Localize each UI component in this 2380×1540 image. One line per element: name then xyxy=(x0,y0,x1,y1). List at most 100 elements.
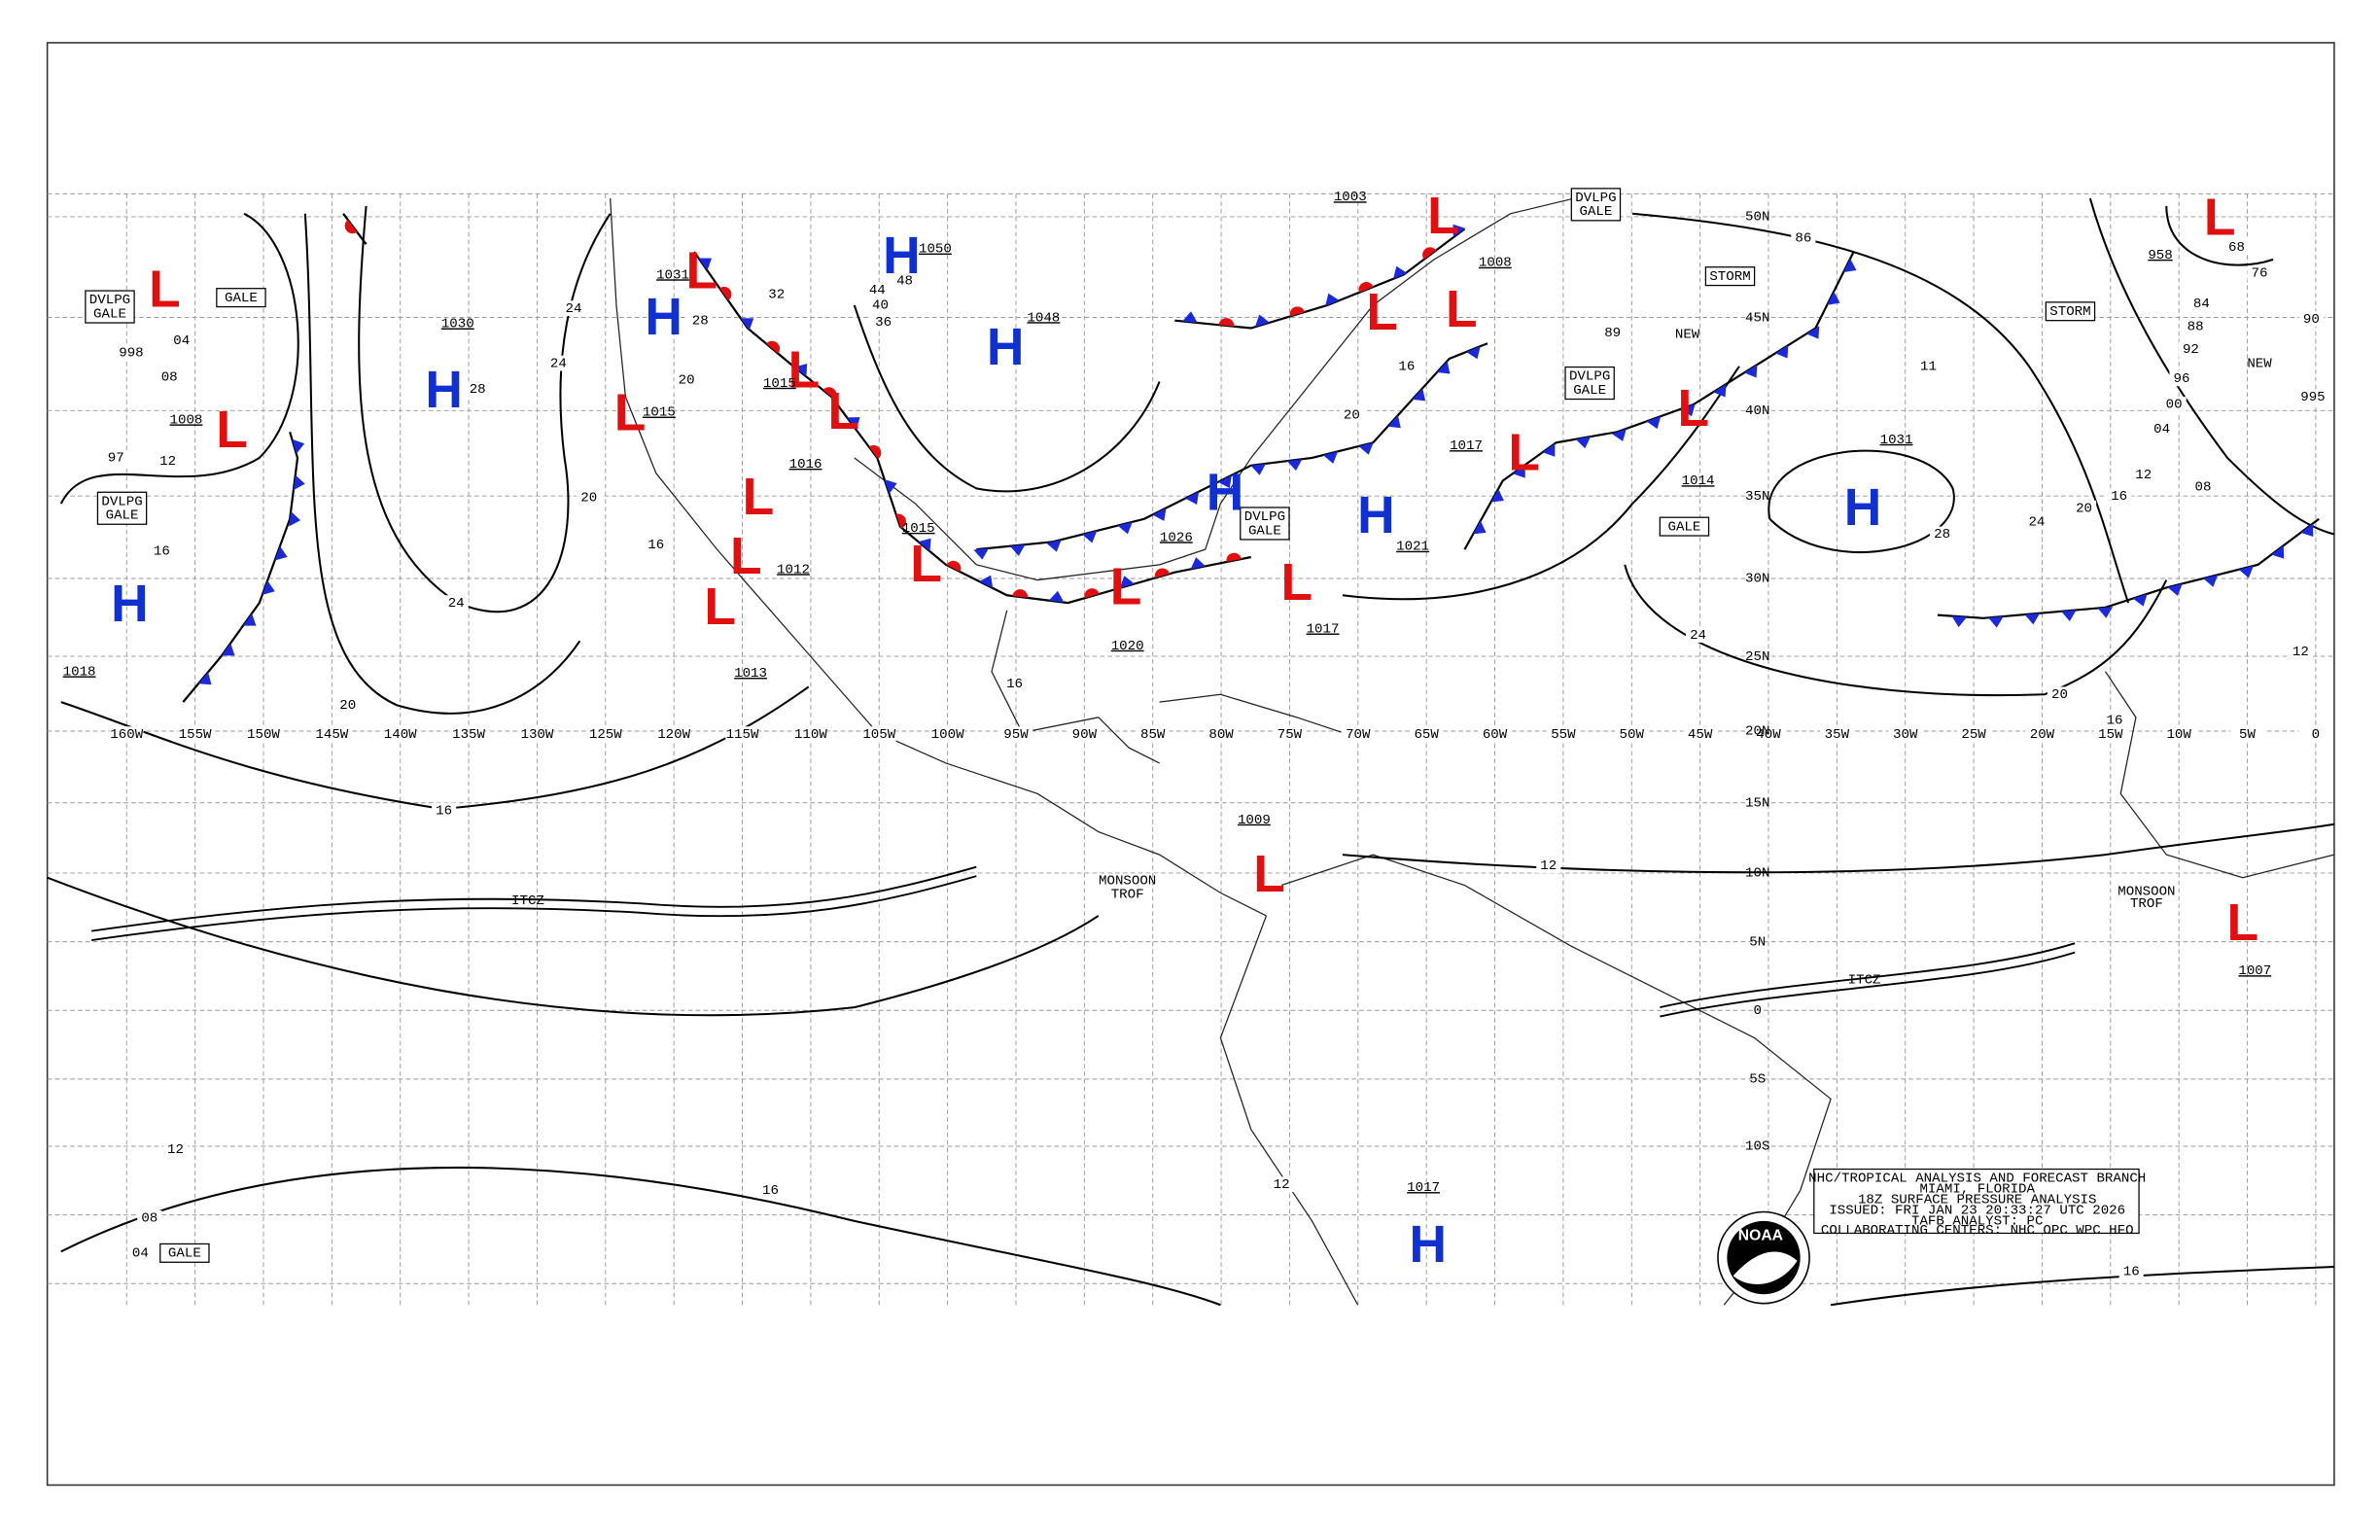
grid xyxy=(47,192,2334,1306)
cold-front-symbol xyxy=(794,363,808,377)
pressure-center: H xyxy=(1357,487,1395,544)
warning-box xyxy=(1570,188,1622,222)
title-line: NHC/TROPICAL ANALYSIS AND FORECAST BRANC… xyxy=(1808,1172,2146,1187)
cold-front-symbol xyxy=(1575,437,1592,449)
lon-label: 110W xyxy=(794,727,827,743)
center-pressure: 1015 xyxy=(643,405,676,421)
cold-front-symbol xyxy=(1466,346,1481,360)
isobar-label-bg xyxy=(2047,686,2073,703)
front-line xyxy=(1937,517,2320,619)
cold-front-symbol xyxy=(1152,508,1167,521)
lon-label-bg xyxy=(451,726,486,742)
isobar-label-bg xyxy=(156,453,181,469)
cold-front-symbol xyxy=(740,318,754,332)
center-pressure: 1014 xyxy=(1682,473,1715,489)
lon-label-bg xyxy=(109,726,144,742)
lon-label: 145W xyxy=(315,727,348,743)
cold-front-symbol xyxy=(274,545,288,561)
isobar-label: 16 xyxy=(648,538,664,553)
lon-label-bg xyxy=(2161,726,2196,742)
cold-front-symbol xyxy=(1646,416,1662,430)
cold-front-symbol xyxy=(1744,365,1758,378)
warning-box xyxy=(1564,366,1615,401)
isobar-label: 04 xyxy=(2153,422,2170,438)
warning-text: DVLPG xyxy=(1575,191,1616,206)
center-pressure: 1009 xyxy=(1238,813,1271,828)
lon-label: 45W xyxy=(1688,727,1713,743)
cold-front-symbol xyxy=(242,612,257,626)
lon-label: 55W xyxy=(1551,727,1576,743)
isobar-label-bg xyxy=(2288,644,2313,660)
cold-front-symbol xyxy=(1843,259,1857,273)
isobar-label-bg xyxy=(2190,478,2216,495)
cold-front-symbol xyxy=(2271,545,2285,559)
center-pressure: 1048 xyxy=(1027,310,1060,326)
cold-front-symbol xyxy=(1988,615,2004,628)
isobar-label: 16 xyxy=(1398,360,1415,375)
warning-text: DVLPG xyxy=(101,494,142,509)
isobar-label: 88 xyxy=(2188,320,2204,335)
isobar-label-bg xyxy=(157,368,182,385)
lon-label: 120W xyxy=(657,727,690,743)
lon-label: 40W xyxy=(1756,727,1781,743)
lon-label: 150W xyxy=(247,727,280,743)
cold-front-symbol xyxy=(979,575,994,589)
isobar-label: 16 xyxy=(762,1183,779,1199)
lon-label: 60W xyxy=(1483,727,1508,743)
isobar-label-bg xyxy=(149,542,174,559)
isobar-label: 86 xyxy=(1795,231,1811,247)
pressure-center: L xyxy=(743,469,775,526)
lat-label: 45N xyxy=(1745,310,1769,326)
isobar-label: 32 xyxy=(768,288,785,303)
cold-front-symbol xyxy=(1512,465,1525,478)
isobar-label-bg xyxy=(674,372,699,388)
isobar-label: 48 xyxy=(896,274,913,290)
lon-label: 50W xyxy=(1620,727,1645,743)
cold-front-symbol xyxy=(1452,224,1466,238)
lon-label-bg xyxy=(178,726,212,742)
pressure-center: L xyxy=(910,536,942,593)
pressure-center: L xyxy=(1253,846,1285,903)
lon-label: 20W xyxy=(2030,727,2055,743)
lon-label: 25W xyxy=(1961,727,1986,743)
center-pressure: 1031 xyxy=(1880,433,1913,448)
cold-front-symbol xyxy=(2061,610,2077,622)
isobar-label-bg xyxy=(2183,319,2208,334)
isobar-label-bg xyxy=(2169,370,2194,387)
warm-front-symbol xyxy=(822,387,837,401)
cold-front-symbol xyxy=(1286,459,1303,472)
lon-label-bg xyxy=(1820,726,1854,742)
warning-text: STORM xyxy=(2049,304,2090,320)
warm-front-symbol xyxy=(895,513,906,529)
pressure-center: H xyxy=(1844,479,1882,537)
cold-front-symbol xyxy=(847,417,860,430)
pressure-center: L xyxy=(686,243,718,300)
pressure-center: L xyxy=(2204,190,2236,247)
isobar-label: 68 xyxy=(2228,240,2245,256)
isobar-label: 20 xyxy=(580,491,597,507)
cold-front-symbol xyxy=(1490,488,1504,503)
lon-label: 130W xyxy=(520,727,553,743)
warm-front-symbol xyxy=(946,560,962,573)
isobar-label-bg xyxy=(119,344,144,361)
warm-front-symbol xyxy=(868,444,882,460)
cold-front-symbol xyxy=(1082,530,1098,543)
fronts xyxy=(182,213,2320,703)
isobar-label-bg xyxy=(127,1245,153,1261)
isobar-label: 20 xyxy=(2076,502,2092,517)
pressure-center: L xyxy=(730,528,762,585)
frame xyxy=(46,42,2335,1487)
pressure-center: H xyxy=(987,319,1025,376)
lon-label-bg xyxy=(1068,726,1102,742)
lat-label: 5S xyxy=(1749,1072,1766,1088)
pressure-center: L xyxy=(2226,894,2258,952)
isobar-label-bg xyxy=(432,802,457,819)
lon-label: 75W xyxy=(1278,727,1303,743)
cold-front-symbol xyxy=(1048,590,1065,603)
pressure-center: L xyxy=(1281,554,1313,612)
isobar-label-bg xyxy=(162,1141,189,1157)
cold-front-symbol xyxy=(698,258,712,271)
isobar-label: 36 xyxy=(875,315,892,331)
isobar-label: 40 xyxy=(872,298,889,314)
